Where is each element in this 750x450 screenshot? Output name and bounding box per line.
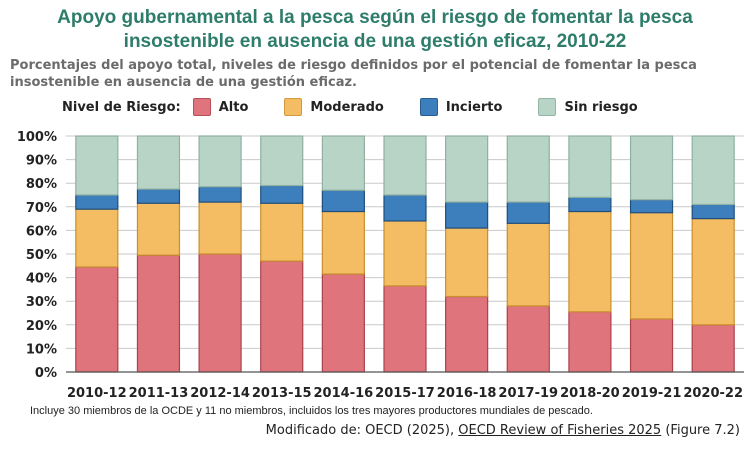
bar-segment-alto <box>260 260 304 373</box>
bar-segment-sin-riesgo <box>445 135 489 203</box>
y-tick-label: 20% <box>26 319 57 334</box>
title-line-2: insostenible en ausencia de una gestión … <box>123 31 627 52</box>
bar-segment-sin-riesgo <box>568 135 612 198</box>
x-tick-label: 2010-12 <box>67 386 127 401</box>
bar-segment-incierto <box>136 188 181 204</box>
legend-swatch-sin-riesgo <box>538 98 557 116</box>
bar-segment-moderado <box>506 222 550 307</box>
bar-segment-incierto <box>198 186 242 203</box>
source-credit: Modificado de: OECD (2025), OECD Review … <box>266 423 740 438</box>
legend-item-sin-riesgo: Sin riesgo <box>538 98 638 116</box>
bar-segment-moderado <box>568 210 612 313</box>
bar-segment-sin-riesgo <box>383 135 427 196</box>
legend-item-moderado: Moderado <box>284 98 384 116</box>
bar-segment-moderado <box>445 227 489 298</box>
x-tick-label: 2012-14 <box>190 386 250 401</box>
legend-label-incierto: Incierto <box>445 99 503 115</box>
bar-segment-incierto <box>568 196 612 213</box>
bar-segment-moderado <box>136 202 181 256</box>
bar-segment-incierto <box>383 194 427 222</box>
legend-swatch-incierto <box>419 98 438 116</box>
x-tick-label: 2016-18 <box>437 386 497 401</box>
y-tick-label: 0% <box>35 366 57 381</box>
legend-label-moderado: Moderado <box>310 99 384 115</box>
bar-segment-alto <box>136 254 181 373</box>
bar-segment-alto <box>568 311 612 373</box>
x-tick-label: 2019-21 <box>622 386 682 401</box>
bar-segment-moderado <box>691 217 735 326</box>
source-prefix: Modificado de: OECD (2025), <box>265 423 459 438</box>
bar-segment-moderado <box>75 208 119 268</box>
y-tick-label: 70% <box>26 201 57 216</box>
x-tick-label: 2014-16 <box>314 386 374 401</box>
y-tick-label: 100% <box>17 130 57 145</box>
subtitle-line-2: insostenible en ausencia de una gestión … <box>10 75 357 90</box>
bar-segment-alto <box>629 318 674 373</box>
y-tick-label: 80% <box>26 177 57 192</box>
bar-segment-sin-riesgo <box>629 135 674 201</box>
chart-title: Apoyo gubernamental a la pesca según el … <box>0 6 750 54</box>
legend: Nivel de Riesgo: Alto Moderado Incierto … <box>62 97 674 117</box>
bar-segment-alto <box>198 253 242 373</box>
title-line-1: Apoyo gubernamental a la pesca según el … <box>57 7 693 28</box>
y-tick-label: 40% <box>26 272 57 287</box>
bar-segment-alto <box>383 285 427 373</box>
legend-swatch-alto <box>192 98 211 116</box>
legend-swatch-moderado <box>284 98 303 116</box>
chart-subtitle: Porcentajes del apoyo total, niveles de … <box>10 57 745 91</box>
y-tick-label: 30% <box>26 295 57 310</box>
x-tick-label: 2018-20 <box>560 386 620 401</box>
bar-segment-sin-riesgo <box>321 135 365 191</box>
bar-segment-moderado <box>629 212 674 320</box>
y-tick-label: 60% <box>26 224 57 239</box>
bar-segment-moderado <box>198 201 242 255</box>
footnote: Incluye 30 miembros de la OCDE y 11 no m… <box>30 405 593 417</box>
bar-segment-incierto <box>629 199 674 214</box>
bar-segment-incierto <box>75 194 119 210</box>
bar-segment-incierto <box>321 189 365 213</box>
x-tick-label: 2017-19 <box>498 386 558 401</box>
bar-segment-sin-riesgo <box>136 135 181 190</box>
bar-segment-moderado <box>260 202 304 262</box>
x-tick-label: 2015-17 <box>375 386 435 401</box>
bar-segment-moderado <box>383 220 427 287</box>
bar-segment-incierto <box>445 201 489 229</box>
legend-title: Nivel de Riesgo: <box>62 99 181 115</box>
legend-item-alto: Alto <box>192 98 249 116</box>
y-tick-label: 50% <box>26 248 57 263</box>
subtitle-line-1: Porcentajes del apoyo total, niveles de … <box>10 58 697 73</box>
stacked-bar-chart: 0% 10% 20% 30% 40% 50% 60% 70% 80% 90% 100% 2010-12… <box>17 130 744 401</box>
source-link[interactable]: OECD Review of Fisheries 2025 <box>458 423 662 438</box>
source-suffix: (Figure 7.2) <box>661 423 740 438</box>
bar-segment-alto <box>506 305 550 373</box>
bar-segment-sin-riesgo <box>198 135 242 188</box>
bar-segment-incierto <box>691 203 735 220</box>
x-tick-label: 2013-15 <box>252 386 312 401</box>
bar-segment-alto <box>321 273 365 373</box>
bar-segment-sin-riesgo <box>260 135 304 187</box>
legend-label-alto: Alto <box>218 99 249 115</box>
legend-item-incierto: Incierto <box>419 98 503 116</box>
bar-segment-incierto <box>260 184 304 204</box>
bar-segment-sin-riesgo <box>75 135 119 196</box>
bar-segment-alto <box>75 266 119 373</box>
bar-segment-sin-riesgo <box>691 135 735 206</box>
bar-segment-alto <box>445 295 489 373</box>
bar-segment-sin-riesgo <box>506 135 550 203</box>
y-tick-label: 10% <box>26 342 57 357</box>
bar-segment-incierto <box>506 201 550 224</box>
x-tick-label: 2011-13 <box>129 386 189 401</box>
y-tick-label: 90% <box>26 154 57 169</box>
bar-segment-moderado <box>321 210 365 275</box>
bar-segment-alto <box>691 324 735 373</box>
legend-label-sin-riesgo: Sin riesgo <box>564 99 638 115</box>
x-tick-label: 2020-22 <box>683 386 743 401</box>
